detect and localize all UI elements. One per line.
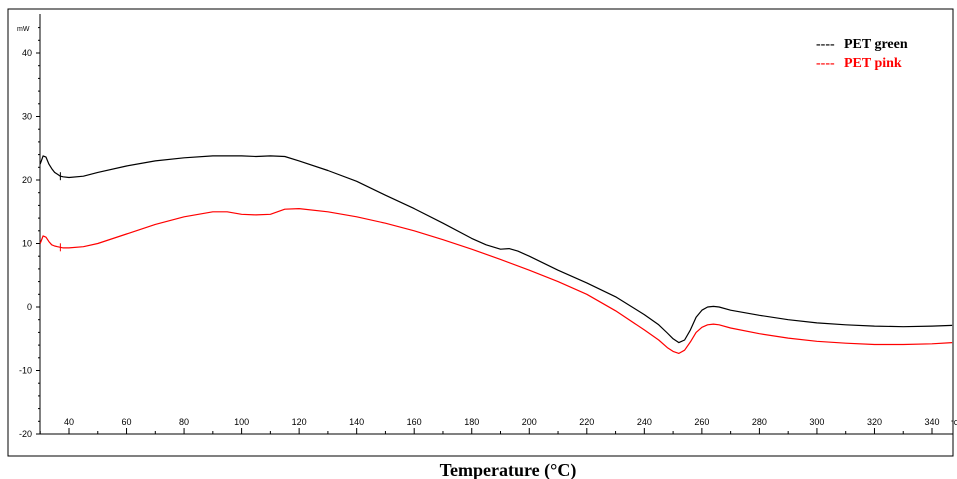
legend-entry-pet-green: PET green: [844, 37, 908, 52]
x-tick-label: 180: [464, 417, 479, 427]
x-tick-label: 200: [522, 417, 537, 427]
y-tick-label: 20: [22, 175, 32, 185]
x-tick-label: 100: [234, 417, 249, 427]
x-tick-label: 240: [637, 417, 652, 427]
y-tick-label: 40: [22, 48, 32, 58]
y-tick-label: 10: [22, 239, 32, 249]
series-line-pet-green: [39, 155, 953, 344]
legend-prefix-pet-green: ----: [816, 37, 835, 52]
y-unit-label: mW: [17, 26, 30, 33]
legend-prefix-pet-pink: ----: [816, 56, 835, 71]
series-line-pet-pink: [39, 208, 953, 354]
legend: ---- PET green ---- PET pink: [816, 37, 908, 71]
x-unit-label: °C: [951, 419, 957, 427]
x-axis-ticks: 40 60 80 100 120 140 160 180 200 220 240 260 280 300 3…: [39, 417, 940, 434]
x-tick-label: 300: [809, 417, 824, 427]
x-tick-label: 280: [752, 417, 767, 427]
y-tick-label: -20: [19, 429, 32, 439]
x-tick-label: 40: [64, 417, 74, 427]
x-tick-label: 320: [867, 417, 882, 427]
x-tick-label: 160: [407, 417, 422, 427]
x-tick-label: 60: [122, 417, 132, 427]
x-tick-label: 120: [292, 417, 307, 427]
y-tick-label: 30: [22, 112, 32, 122]
x-tick-label: 340: [924, 417, 939, 427]
y-tick-label: -10: [19, 366, 32, 376]
x-tick-label: 140: [349, 417, 364, 427]
y-tick-label: 0: [27, 302, 32, 312]
y-axis-ticks: -20 -10 0 10 20 30 40: [19, 27, 40, 439]
legend-entry-pet-pink: PET pink: [844, 56, 902, 71]
x-tick-label: 220: [579, 417, 594, 427]
plot-frame: [7, 8, 954, 457]
series-layer: [39, 155, 953, 354]
x-axis-title: Temperature (°C): [440, 460, 577, 479]
x-tick-label: 260: [694, 417, 709, 427]
x-tick-label: 80: [179, 417, 189, 427]
